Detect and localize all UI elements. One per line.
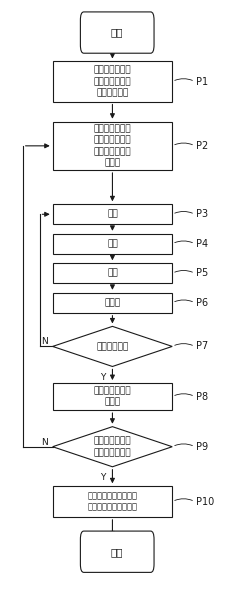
Bar bbox=[53, 204, 172, 225]
Bar bbox=[53, 61, 172, 102]
Text: P4: P4 bbox=[196, 239, 208, 249]
Text: 变异: 变异 bbox=[107, 268, 118, 278]
Text: 到达收敛代数: 到达收敛代数 bbox=[96, 342, 129, 351]
Text: N: N bbox=[41, 337, 48, 346]
Text: N: N bbox=[41, 438, 48, 447]
Text: P5: P5 bbox=[196, 268, 208, 278]
Bar bbox=[53, 383, 172, 410]
Text: 移栽穴盘和目的
穴盘内作业孔穴
正负标记编码: 移栽穴盘和目的 穴盘内作业孔穴 正负标记编码 bbox=[94, 66, 131, 98]
Text: 确定局部遗传优
化结果: 确定局部遗传优 化结果 bbox=[94, 386, 131, 407]
Bar bbox=[53, 234, 172, 254]
Text: Y: Y bbox=[100, 473, 106, 482]
Polygon shape bbox=[53, 326, 172, 367]
Text: P1: P1 bbox=[196, 76, 208, 87]
Text: 目的穴盘各列均
已完成局部优化: 目的穴盘各列均 已完成局部优化 bbox=[94, 436, 131, 457]
Text: P9: P9 bbox=[196, 442, 208, 452]
Text: 结束: 结束 bbox=[111, 547, 123, 557]
Text: 选择: 选择 bbox=[107, 209, 118, 219]
Text: P10: P10 bbox=[196, 497, 214, 507]
Text: 开始: 开始 bbox=[111, 28, 123, 37]
Text: P7: P7 bbox=[196, 341, 208, 352]
Bar bbox=[53, 122, 172, 170]
Text: P8: P8 bbox=[196, 391, 208, 402]
Polygon shape bbox=[53, 427, 172, 467]
Text: P3: P3 bbox=[196, 209, 208, 219]
Text: 各列优化路径按顺序合
并，生成稀植移栽路径: 各列优化路径按顺序合 并，生成稀植移栽路径 bbox=[87, 491, 137, 512]
Bar bbox=[53, 263, 172, 284]
Text: 交叉: 交叉 bbox=[107, 239, 118, 248]
Bar bbox=[53, 293, 172, 313]
FancyBboxPatch shape bbox=[80, 531, 154, 573]
Text: Y: Y bbox=[100, 373, 106, 382]
Text: P2: P2 bbox=[196, 141, 208, 151]
Text: P6: P6 bbox=[196, 298, 208, 308]
Text: 目的穴盘按列分
区，随机生成局
部遗传优化的初
始种群: 目的穴盘按列分 区，随机生成局 部遗传优化的初 始种群 bbox=[94, 124, 131, 167]
Text: 重插入: 重插入 bbox=[104, 298, 121, 307]
FancyBboxPatch shape bbox=[80, 12, 154, 53]
Bar bbox=[53, 486, 172, 517]
